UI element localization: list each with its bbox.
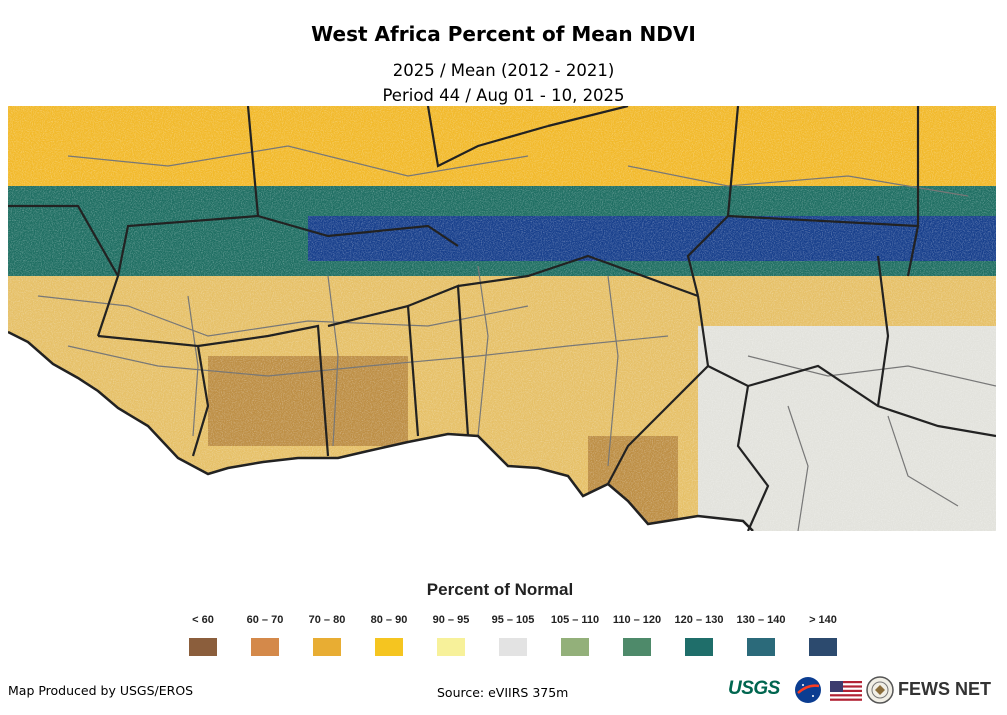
- legend-label: 90 – 95: [432, 614, 470, 626]
- coastline: [8, 330, 754, 531]
- legend-title: Percent of Normal: [426, 580, 574, 599]
- land-area: [8, 106, 996, 531]
- admin-line: [477, 265, 489, 437]
- map-title: West Africa Percent of Mean NDVI: [311, 22, 696, 46]
- legend-swatch: [809, 638, 837, 656]
- legend-item: 110 – 120: [606, 614, 668, 656]
- data-source: Source: eVIIRS 375m: [437, 685, 569, 700]
- legend: < 60 60 – 70 70 – 80 80 – 90 90 – 95 95 …: [172, 614, 854, 656]
- border-line: [876, 255, 890, 407]
- legend-item: 105 – 110: [544, 614, 606, 656]
- legend-item: 70 – 80: [296, 614, 358, 656]
- border-line: [736, 385, 770, 531]
- fews-net-logo: FEWS NET: [898, 679, 991, 699]
- ndvi-map: [8, 106, 996, 531]
- admin-line: [787, 405, 809, 531]
- legend-label: 110 – 120: [612, 614, 662, 626]
- legend-swatch: [251, 638, 279, 656]
- border-line: [457, 254, 699, 298]
- admin-line: [187, 295, 199, 437]
- legend-swatch: [685, 638, 713, 656]
- border-line: [426, 106, 549, 168]
- legend-label: 120 – 130: [674, 614, 724, 626]
- legend-swatch: [747, 638, 775, 656]
- border-line: [8, 204, 120, 337]
- border-line: [116, 106, 260, 277]
- state-department-seal-icon: [866, 676, 894, 704]
- admin-line: [327, 275, 339, 447]
- usgs-logo: USGS: [728, 678, 780, 699]
- map-subtitle-period: 2025 / Mean (2012 - 2021): [392, 61, 615, 80]
- admin-line: [607, 275, 619, 467]
- admin-line: [747, 355, 996, 387]
- map-credit: Map Produced by USGS/EROS: [8, 683, 194, 698]
- country-borders: [8, 106, 996, 531]
- legend-item: 60 – 70: [234, 614, 296, 656]
- legend-swatch: [375, 638, 403, 656]
- legend-label: > 140: [809, 614, 837, 626]
- admin-line: [37, 295, 529, 337]
- nasa-logo-icon: [795, 677, 821, 703]
- legend-label: 105 – 110: [550, 614, 600, 626]
- legend-swatch: [189, 638, 217, 656]
- legend-item: 95 – 105: [482, 614, 544, 656]
- legend-swatch: [313, 638, 341, 656]
- admin-line: [67, 145, 529, 177]
- legend-swatch: [437, 638, 465, 656]
- admin-line: [887, 415, 959, 507]
- legend-swatch: [561, 638, 589, 656]
- us-flag-icon: [830, 681, 862, 701]
- legend-item: > 140: [792, 614, 854, 656]
- legend-item: 90 – 95: [420, 614, 482, 656]
- legend-label: < 60: [192, 614, 214, 626]
- border-line: [197, 324, 330, 457]
- legend-item: 120 – 130: [668, 614, 730, 656]
- border-line: [97, 334, 210, 457]
- logo-strip: USGS FEWS NET: [728, 676, 998, 706]
- border-line: [547, 106, 629, 128]
- admin-boundaries: [37, 145, 996, 531]
- legend-item: < 60: [172, 614, 234, 656]
- map-subtitle-dekad: Period 44 / Aug 01 - 10, 2025: [382, 86, 625, 105]
- texture-noise: [8, 106, 996, 531]
- border-line: [257, 214, 459, 247]
- legend-item: 80 – 90: [358, 614, 420, 656]
- admin-line: [627, 165, 969, 197]
- border-line: [686, 106, 740, 297]
- admin-line: [67, 335, 669, 377]
- legend-swatch: [623, 638, 651, 656]
- legend-label: 70 – 80: [308, 614, 346, 626]
- legend-swatch: [499, 638, 527, 656]
- legend-label: 80 – 90: [370, 614, 408, 626]
- legend-label: 60 – 70: [246, 614, 284, 626]
- border-line: [607, 295, 710, 485]
- border-line: [707, 364, 996, 438]
- legend-label: 95 – 105: [491, 614, 535, 626]
- legend-item: 130 – 140: [730, 614, 792, 656]
- legend-label: 130 – 140: [736, 614, 786, 626]
